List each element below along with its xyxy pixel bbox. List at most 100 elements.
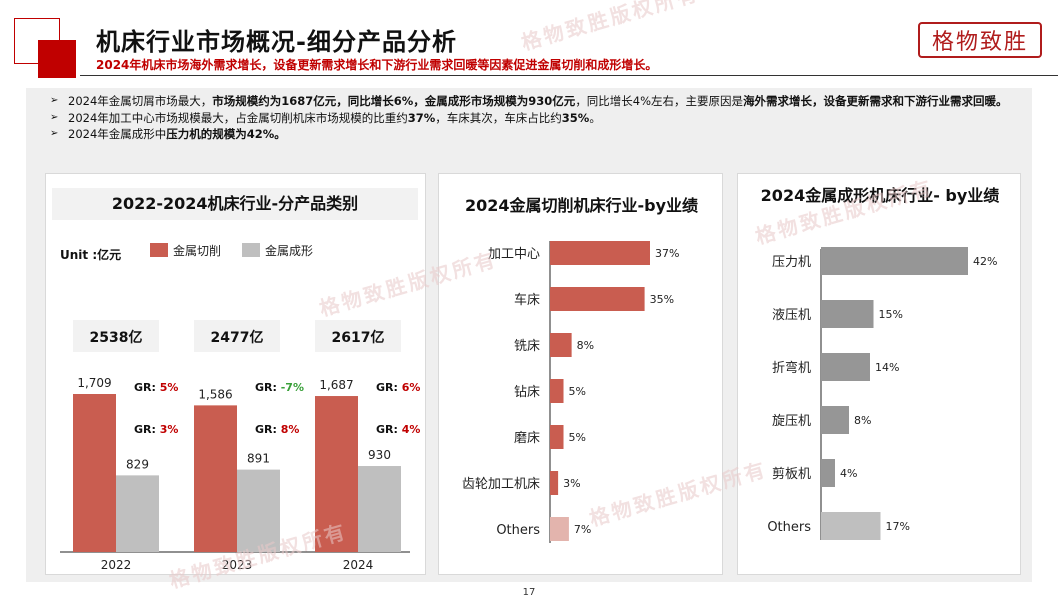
bullet-text: 市场规模约为1687亿元，同比增长6%，金属成形市场规模为930亿元 — [212, 94, 576, 108]
bar-forming — [116, 475, 159, 552]
bullet-text: ，同比增长4%左右，主要原因是 — [575, 94, 744, 108]
y-tick-label: Others — [496, 523, 540, 538]
bullet-text: ，车床其次，车床占比约 — [435, 110, 562, 125]
bullet-arrow-icon: ➢ — [50, 95, 59, 106]
bullet-arrow-icon: ➢ — [50, 111, 59, 123]
y-tick-label: 压力机 — [772, 255, 811, 270]
data-label: 5% — [569, 431, 586, 444]
page-subtitle: 2024年机床市场海外需求增长，设备更新需求增长和下游行业需求回暖等因素促进金属… — [96, 58, 658, 72]
chart-panel-product-category: 2022-2024机床行业-分产品类别 Unit :亿元 金属切削 金属成形 2538… — [45, 173, 426, 575]
bullet-text: 2024年金属切屑市场最大， — [68, 94, 213, 108]
bar-forming — [237, 469, 280, 552]
data-label: 930 — [368, 448, 391, 462]
y-tick-label: 剪板机 — [772, 466, 811, 482]
summary-bullets: ➢ 2024年金属切屑市场最大，市场规模约为1687亿元，同比增长6%，金属成形市… — [46, 94, 1016, 144]
data-label: 829 — [126, 457, 149, 471]
bar — [550, 241, 650, 265]
chart-title: 2024金属切削机床行业-by业绩 — [464, 196, 699, 215]
legend-label: 金属成形 — [265, 243, 313, 258]
data-label: 3% — [563, 477, 580, 490]
y-tick-label: 加工中心 — [488, 247, 540, 262]
summary-bullet: ➢ 2024年金属成形中压力机的规模为42%。 — [46, 127, 1016, 142]
bar — [550, 333, 572, 357]
y-tick-label: 旋压机 — [772, 414, 811, 429]
bar — [550, 379, 564, 403]
total-label-box — [315, 320, 401, 352]
chart-panel-cutting: 2024金属切削机床行业-by业绩 加工中心 37% 车床 35% 铣床 8% 钻床 5% 磨床… — [438, 173, 723, 575]
growth-label-cutting: GR: 5% — [134, 381, 178, 394]
bar — [821, 406, 849, 434]
data-label: 1,687 — [319, 378, 353, 392]
data-label: 891 — [247, 452, 270, 466]
legend-label: 金属切削 — [173, 243, 221, 258]
logo-square-fill — [38, 40, 76, 78]
x-tick-label: 2023 — [222, 558, 253, 572]
total-label-box — [194, 320, 280, 352]
forming-share-chart: 压力机 42% 液压机 15% 折弯机 14% 旋压机 8% 剪板机 4% Others 17% — [767, 247, 997, 540]
chart-title: 2022-2024机床行业-分产品类别 — [52, 188, 418, 220]
data-label: 1,586 — [198, 387, 232, 401]
bar-forming — [358, 466, 401, 552]
legend-swatch-cutting — [150, 243, 168, 257]
growth-label-forming: GR: 3% — [134, 423, 178, 436]
bullet-text: 37% — [407, 110, 436, 125]
total-label-box — [73, 320, 159, 352]
cutting-share-chart: 加工中心 37% 车床 35% 铣床 8% 钻床 5% 磨床 5% 齿轮加工机床 3% Others 7% — [462, 241, 679, 543]
bullet-arrow-icon: ➢ — [50, 128, 59, 139]
legend-swatch-forming — [242, 243, 260, 257]
bullet-text: 海外需求增长，设备更新需求和下游行业需求回暖。 — [743, 94, 1008, 108]
bullet-text: 压力机的规模为42%。 — [166, 127, 286, 141]
bar — [821, 353, 870, 381]
x-tick-label: 2024 — [343, 558, 374, 572]
y-tick-label: 折弯机 — [772, 360, 811, 376]
bar — [821, 300, 874, 328]
unit-label: Unit :亿元 — [60, 247, 121, 262]
bullet-text: 。 — [589, 110, 601, 125]
bar — [550, 517, 569, 541]
product-category-chart: Unit :亿元 金属切削 金属成形 2538亿 1,709 829 GR: 5% GR: 3… — [60, 243, 420, 572]
data-label: 42% — [973, 255, 997, 268]
bullet-text: 2024年加工中心市场规模最大，占金属切削机床市场规模的比重约 — [68, 110, 408, 125]
y-tick-label: 齿轮加工机床 — [462, 477, 540, 492]
total-label: 2477亿 — [211, 329, 264, 346]
summary-bullet: ➢ 2024年加工中心市场规模最大，占金属切削机床市场规模的比重约37%，车床其次… — [46, 111, 1016, 126]
growth-label-forming: GR: 8% — [255, 423, 299, 436]
header-divider — [80, 75, 1058, 76]
y-tick-label: 铣床 — [514, 339, 540, 354]
chart-title: 2024金属成形机床行业- by业绩 — [760, 186, 1000, 205]
bar — [550, 287, 645, 311]
x-tick-label: 2022 — [101, 558, 132, 572]
bar-cutting — [73, 394, 116, 552]
y-tick-label: 液压机 — [772, 308, 811, 323]
data-label: 1,709 — [77, 376, 111, 390]
bar — [550, 471, 559, 495]
summary-bullet: ➢ 2024年金属切屑市场最大，市场规模约为1687亿元，同比增长6%，金属成形市… — [46, 94, 1016, 109]
growth-label-cutting: GR: -7% — [255, 381, 304, 394]
data-label: 7% — [574, 523, 591, 536]
data-label: 5% — [569, 385, 586, 398]
bar — [821, 247, 968, 275]
bar — [821, 512, 881, 540]
y-tick-label: Others — [767, 520, 811, 535]
data-label: 15% — [879, 308, 903, 321]
growth-label-cutting: GR: 6% — [376, 381, 420, 394]
y-tick-label: 车床 — [514, 292, 540, 308]
bar — [550, 425, 564, 449]
data-label: 8% — [577, 339, 594, 352]
bar-cutting — [315, 396, 358, 552]
bullet-text: 2024年金属成形中 — [68, 127, 167, 141]
page-title: 机床行业市场概况-细分产品分析 — [96, 28, 457, 56]
page-number: 17 — [522, 587, 536, 598]
y-tick-label: 钻床 — [514, 385, 540, 400]
watermark: 格物致胜版权所有 — [518, 0, 703, 55]
data-label: 35% — [650, 293, 674, 306]
data-label: 17% — [886, 520, 910, 533]
growth-label-forming: GR: 4% — [376, 423, 420, 436]
total-label: 2538亿 — [90, 329, 143, 346]
y-tick-label: 磨床 — [514, 431, 540, 446]
data-label: 14% — [875, 361, 899, 374]
total-label: 2617亿 — [332, 329, 385, 346]
bar-cutting — [194, 405, 237, 552]
brand-logo: 格物致胜 — [918, 22, 1042, 58]
data-label: 4% — [840, 467, 857, 480]
